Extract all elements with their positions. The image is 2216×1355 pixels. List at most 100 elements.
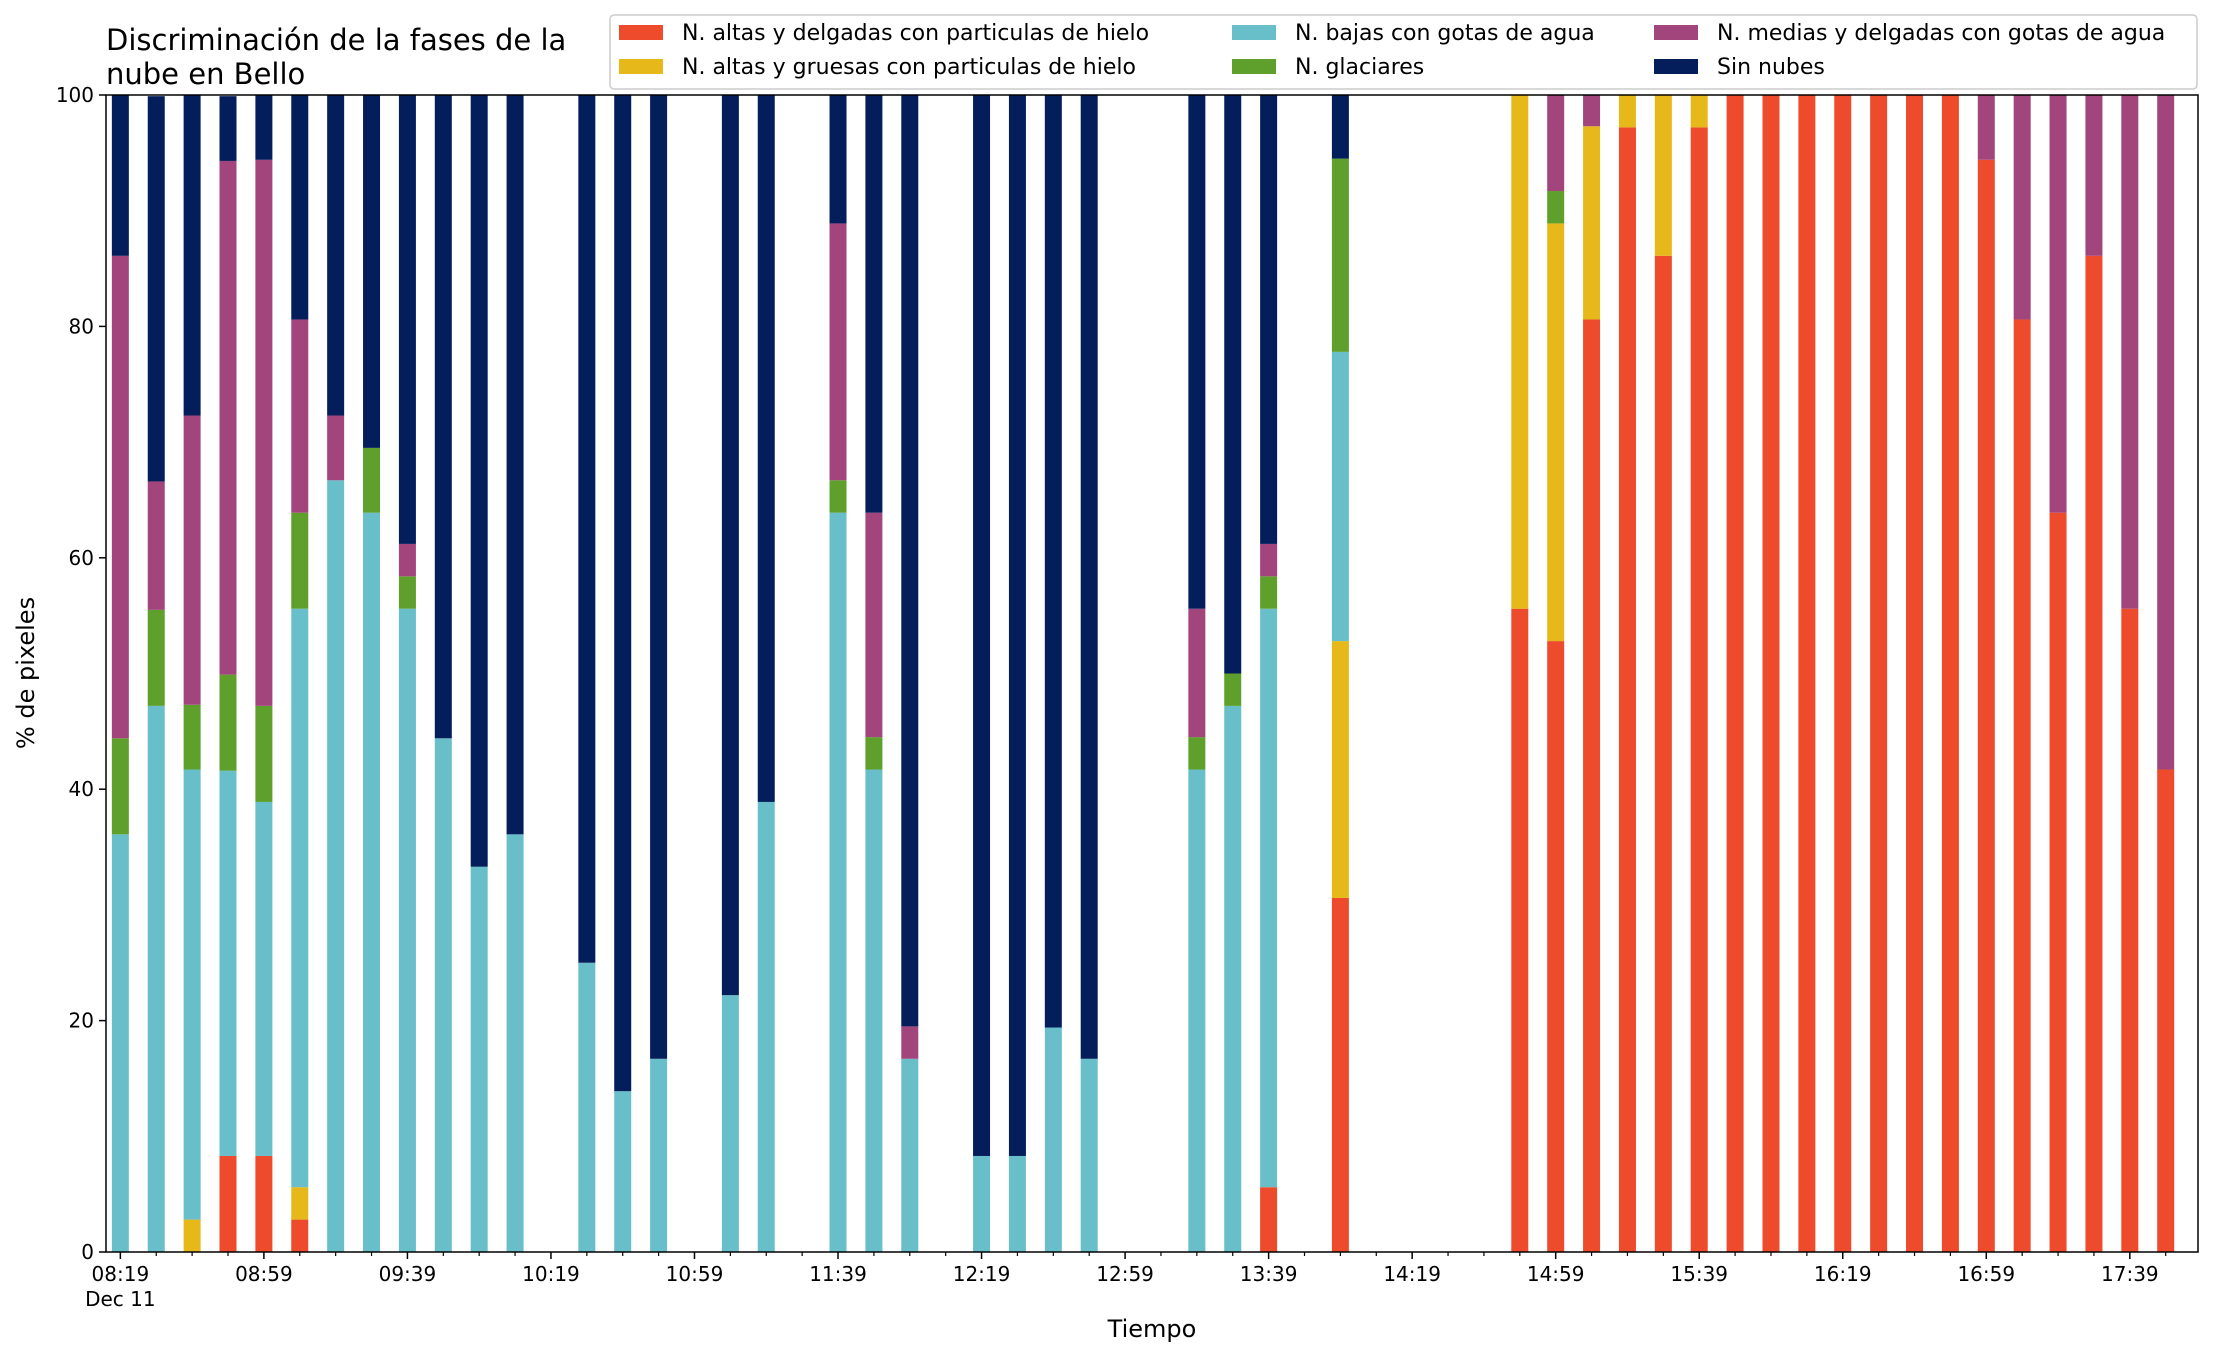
bar-stack bbox=[757, 95, 775, 1252]
bar-segment bbox=[255, 705, 273, 802]
bar-segment bbox=[1941, 95, 1959, 1252]
bar-segment bbox=[1726, 95, 1744, 1252]
bar-segment bbox=[2121, 608, 2139, 1252]
bar-segment bbox=[614, 1091, 632, 1252]
bar-stack bbox=[2013, 95, 2031, 1253]
y-tick-label: 20 bbox=[69, 1009, 94, 1033]
bar-segment bbox=[111, 255, 129, 739]
bar-segment bbox=[901, 95, 919, 1027]
bar-segment bbox=[1080, 95, 1098, 1059]
bar-segment bbox=[1977, 95, 1995, 160]
legend-entry: N. glaciares bbox=[1232, 55, 1424, 80]
bar-segment bbox=[829, 95, 847, 224]
bar-stack bbox=[255, 95, 273, 1252]
bar-segment bbox=[255, 801, 273, 1156]
chart-title-line-1: Discriminación de la fases de la bbox=[106, 23, 566, 57]
y-tick-label: 0 bbox=[81, 1240, 94, 1264]
bar-stack bbox=[973, 95, 991, 1252]
bar-segment bbox=[829, 223, 847, 481]
bar-segment bbox=[1547, 191, 1565, 224]
bar-segment bbox=[183, 769, 201, 1220]
bars-layer bbox=[111, 95, 2175, 1253]
y-axis: 0 20 40 60 80 100 bbox=[56, 83, 106, 1264]
bar-segment bbox=[291, 1187, 309, 1220]
bar-segment bbox=[1188, 769, 1206, 1252]
bar-segment bbox=[363, 512, 381, 1252]
legend-swatch bbox=[1654, 59, 1698, 74]
bar-stack bbox=[614, 95, 632, 1252]
bar-stack bbox=[1834, 95, 1852, 1252]
bar-stack bbox=[1762, 95, 1780, 1252]
bar-segment bbox=[829, 480, 847, 513]
bar-segment bbox=[1654, 255, 1672, 1252]
bar-stack bbox=[2049, 95, 2067, 1252]
legend-swatch bbox=[1232, 59, 1276, 74]
bar-segment bbox=[1906, 95, 1924, 1252]
bar-segment bbox=[219, 770, 237, 1156]
bar-stack bbox=[2121, 95, 2139, 1252]
x-tick-label: 12:19 bbox=[953, 1262, 1011, 1286]
bar-segment bbox=[901, 1058, 919, 1252]
bar-stack bbox=[1080, 95, 1098, 1252]
x-tick-label: 10:19 bbox=[522, 1262, 580, 1286]
bar-segment bbox=[219, 160, 237, 675]
bar-stack bbox=[1224, 95, 1242, 1252]
bar-segment bbox=[147, 609, 165, 706]
bar-stack bbox=[470, 95, 488, 1252]
bar-segment bbox=[973, 95, 991, 1156]
bar-segment bbox=[721, 995, 739, 1252]
bar-segment bbox=[1690, 95, 1708, 128]
x-tick-date-label: Dec 11 bbox=[85, 1287, 156, 1311]
bar-segment bbox=[327, 95, 345, 416]
bar-stack bbox=[2157, 95, 2175, 1252]
x-tick-label: 17:39 bbox=[2101, 1262, 2159, 1286]
bar-segment bbox=[1260, 543, 1278, 577]
bar-stack bbox=[291, 95, 309, 1252]
bar-stack bbox=[111, 95, 129, 1252]
x-tick-label: 08:59 bbox=[235, 1262, 293, 1286]
bar-segment bbox=[1690, 127, 1708, 1252]
y-tick-label: 100 bbox=[56, 83, 94, 107]
bar-segment bbox=[1834, 95, 1852, 1252]
legend-entry: N. altas y gruesas con particulas de hie… bbox=[619, 55, 1136, 80]
bar-segment bbox=[1331, 158, 1349, 352]
bar-stack bbox=[829, 95, 847, 1252]
bar-stack bbox=[1690, 95, 1708, 1252]
bar-segment bbox=[614, 95, 632, 1092]
legend-label: N. bajas con gotas de agua bbox=[1295, 21, 1595, 46]
bar-segment bbox=[2013, 95, 2031, 320]
bar-segment bbox=[506, 834, 524, 1252]
legend-entry: N. medias y delgadas con gotas de agua bbox=[1654, 21, 2165, 46]
legend-label: N. altas y gruesas con particulas de hie… bbox=[682, 55, 1136, 80]
plot-frame bbox=[105, 94, 2199, 1253]
bar-stack bbox=[1547, 95, 1565, 1252]
bar-segment bbox=[147, 481, 165, 610]
bar-stack bbox=[1726, 95, 1744, 1252]
bar-stack bbox=[183, 95, 201, 1252]
bar-segment bbox=[327, 415, 345, 481]
bar-segment bbox=[1260, 608, 1278, 1188]
x-tick-label: 10:59 bbox=[666, 1262, 724, 1286]
bar-stack bbox=[1044, 95, 1062, 1252]
bar-segment bbox=[1188, 737, 1206, 770]
bar-segment bbox=[111, 834, 129, 1252]
bar-segment bbox=[2121, 95, 2139, 609]
bar-stack bbox=[434, 95, 452, 1252]
y-axis-label: % de pixeles bbox=[12, 597, 40, 749]
bar-segment bbox=[183, 704, 201, 770]
bar-segment bbox=[1044, 95, 1062, 1028]
bar-segment bbox=[1654, 95, 1672, 256]
bar-segment bbox=[291, 512, 309, 609]
legend-entry: Sin nubes bbox=[1654, 55, 1825, 80]
bar-stack bbox=[1618, 95, 1636, 1252]
bar-segment bbox=[219, 674, 237, 771]
legend-entry: N. altas y delgadas con particulas de hi… bbox=[619, 21, 1149, 46]
bar-segment bbox=[2085, 95, 2103, 256]
x-tick-label: 12:59 bbox=[1096, 1262, 1154, 1286]
bar-segment bbox=[363, 447, 381, 513]
bar-segment bbox=[291, 319, 309, 513]
bar-segment bbox=[2049, 512, 2067, 1252]
bar-stack bbox=[506, 95, 524, 1252]
bar-segment bbox=[1188, 95, 1206, 609]
